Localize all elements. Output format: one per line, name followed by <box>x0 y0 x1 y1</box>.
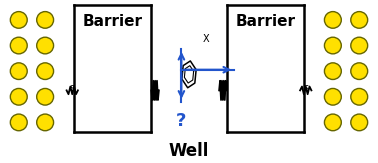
Circle shape <box>10 12 27 28</box>
Circle shape <box>37 63 54 80</box>
Circle shape <box>10 37 27 54</box>
Circle shape <box>324 63 341 80</box>
Circle shape <box>351 37 368 54</box>
Circle shape <box>351 63 368 80</box>
Circle shape <box>351 114 368 131</box>
Circle shape <box>324 89 341 105</box>
Circle shape <box>324 114 341 131</box>
Circle shape <box>10 63 27 80</box>
Text: Well: Well <box>169 142 209 160</box>
Circle shape <box>37 114 54 131</box>
Text: s: s <box>304 83 309 93</box>
Circle shape <box>37 12 54 28</box>
Circle shape <box>351 89 368 105</box>
Text: X: X <box>203 34 209 44</box>
Text: Barrier: Barrier <box>235 14 296 29</box>
Circle shape <box>10 114 27 131</box>
Text: Barrier: Barrier <box>82 14 143 29</box>
Circle shape <box>37 37 54 54</box>
Circle shape <box>324 37 341 54</box>
Circle shape <box>37 89 54 105</box>
Circle shape <box>324 12 341 28</box>
Circle shape <box>10 89 27 105</box>
Text: s: s <box>69 83 74 93</box>
Text: ?: ? <box>176 112 187 130</box>
Circle shape <box>351 12 368 28</box>
